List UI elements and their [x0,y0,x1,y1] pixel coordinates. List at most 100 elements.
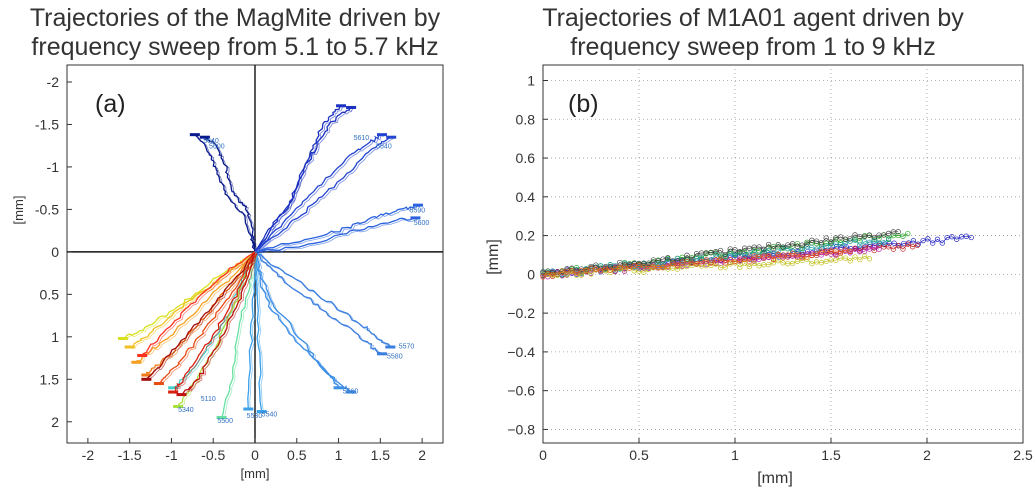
data-point [689,256,695,262]
x-tick-label: 1.5 [821,447,841,463]
trajectory-end-marker [377,133,388,137]
trajectory-line [135,251,256,363]
data-point [645,266,652,273]
chart-panel-a: Trajectories of the MagMite driven by fr… [0,0,470,487]
trajectory-line [196,135,258,254]
data-point [794,258,801,264]
chart-a-title-line-2: frequency sweep from 5.1 to 5.7 kHz [31,33,439,61]
trajectory-end-marker [168,390,179,394]
y-axis-label: [mm] [485,239,502,275]
frequency-label: 5570 [399,343,415,350]
data-point [861,253,868,259]
trajectory-line [141,251,256,356]
frequency-label: 5600 [209,144,225,151]
data-point [650,263,657,269]
y-tick-label: 0 [527,266,535,282]
data-point [799,257,805,264]
trajectory-end-marker [410,216,421,220]
data-point [785,242,791,248]
x-tick-label: 0 [251,447,259,463]
data-point [794,251,801,258]
data-point [871,234,877,241]
data-point [684,252,690,258]
data-point [737,264,743,270]
data-point [866,256,873,262]
trajectory-end-marker [199,135,210,139]
data-point [626,265,633,271]
data-point [583,267,589,273]
trajectory-end-marker [346,105,357,109]
data-point [915,241,921,247]
data-point [621,263,628,269]
data-point [554,271,561,277]
trajectory-line [183,253,258,397]
x-tick-label: -1.5 [118,447,142,463]
data-point [847,248,853,254]
frequency-label: 5110 [201,396,216,403]
trajectory-line [145,251,256,376]
data-point [756,263,762,269]
data-point [789,260,796,267]
data-point [905,230,911,237]
data-point [612,262,618,269]
data-point [890,246,897,252]
data-point [905,241,911,247]
y-tick-label: 0.4 [516,189,536,205]
trajectory-line [254,251,263,412]
data-point [761,246,767,252]
trajectory-end-marker [243,407,254,411]
data-point [770,256,777,263]
data-point [770,260,777,266]
data-point [708,260,714,266]
data-point [780,255,786,261]
frequency-label: 5560 [343,388,359,395]
data-point [905,240,912,246]
data-point [833,257,839,263]
y-tick-label: -1.5 [35,116,59,132]
data-point [871,244,877,250]
data-point [741,255,748,261]
x-tick-label: 2 [418,447,426,463]
data-point [636,268,642,274]
data-point [789,241,796,247]
data-point [823,235,829,241]
data-point [751,260,757,266]
data-point [573,270,580,276]
x-tick-label: 1.5 [371,447,391,463]
data-point [602,264,609,270]
x-axis-label: [mm] [757,470,793,487]
y-tick-label: 2 [51,414,59,430]
trajectory-end-marker [176,393,187,397]
data-point [895,229,901,235]
data-point [857,242,863,248]
trajectory-end-marker [385,345,396,349]
data-point [746,251,753,257]
data-point [813,238,820,244]
data-point [837,249,844,255]
trajectory-line [256,253,385,356]
trajectory-end-marker [141,377,152,381]
data-point [641,269,647,275]
trajectory-line [256,205,420,254]
data-point [930,240,936,246]
chart-b-title: Trajectories of M1A01 agent driven by fr… [470,4,1036,62]
frequency-label: 5540 [262,411,278,418]
trajectory-line [254,204,418,253]
data-point [809,260,815,267]
data-point [866,239,873,245]
data-point [770,245,777,252]
data-point [775,251,781,257]
data-point [895,243,901,249]
data-point [891,240,897,246]
data-point [746,245,753,251]
data-point [861,233,868,240]
trajectory-end-marker [141,373,152,377]
data-point [722,264,729,270]
data-point [665,266,671,272]
frequency-label: 5640 [203,138,219,145]
data-point [660,264,666,270]
data-point [669,260,676,266]
x-tick-label: 0.5 [287,447,307,463]
chart-b-title-line-1: Trajectories of M1A01 agent driven by [542,4,964,32]
data-point [842,255,849,261]
